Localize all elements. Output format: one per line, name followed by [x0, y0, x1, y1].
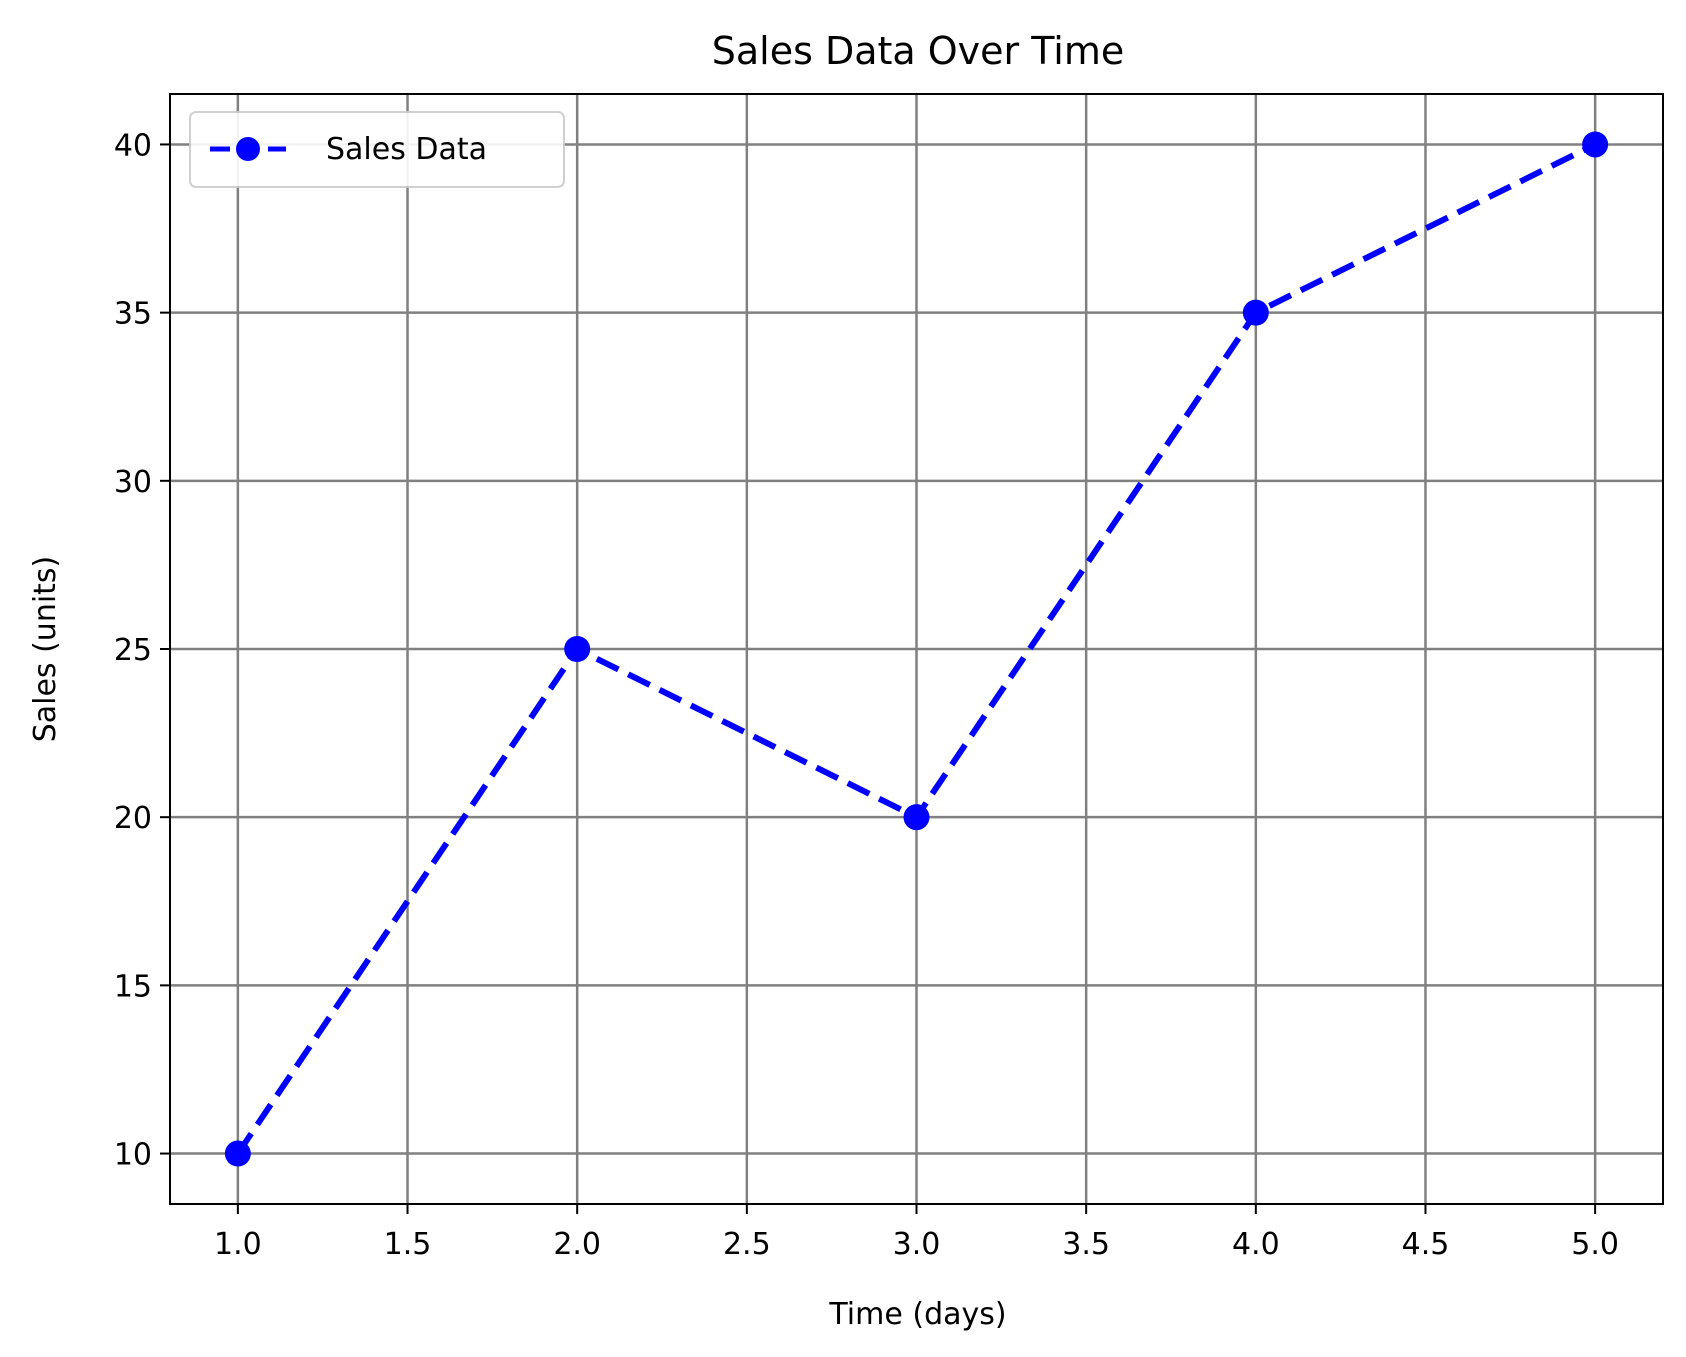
y-tick-label: 20: [114, 801, 152, 836]
legend: Sales Data: [189, 111, 565, 188]
y-tick-label: 30: [114, 465, 152, 500]
x-axis-label: Time (days): [828, 1297, 1006, 1332]
data-point: [1582, 131, 1609, 158]
x-tick-label: 4.0: [1232, 1227, 1280, 1262]
x-tick-label: 1.5: [384, 1227, 432, 1262]
y-tick-label: 25: [114, 633, 152, 668]
y-tick-label: 15: [114, 969, 152, 1004]
legend-marker-swatch: [236, 137, 260, 161]
legend-label: Sales Data: [326, 132, 487, 167]
y-axis-label: Sales (units): [28, 556, 63, 743]
x-tick-label: 1.0: [214, 1227, 262, 1262]
data-point: [1242, 299, 1269, 326]
tick-layer: 1.0 1.5 2.0 2.5 3.0 3.5 4.0 4.5 5.0 10 15 20 25 30 35 4…: [114, 128, 1619, 1262]
data-point: [564, 636, 591, 662]
x-tick-label: 2.0: [553, 1227, 601, 1262]
y-tick-label: 35: [114, 297, 152, 332]
grid-layer: [170, 94, 1663, 1204]
series-layer: [224, 131, 1609, 1167]
x-tick-label: 5.0: [1571, 1227, 1619, 1262]
y-tick-label: 10: [114, 1138, 152, 1173]
legend-box: [189, 111, 565, 188]
data-point: [224, 1140, 251, 1167]
chart-title: Sales Data Over Time: [712, 29, 1125, 73]
data-point: [903, 804, 930, 831]
x-tick-label: 4.5: [1402, 1227, 1450, 1262]
x-tick-label: 3.0: [893, 1227, 941, 1262]
y-tick-label: 40: [114, 128, 152, 163]
x-tick-label: 2.5: [723, 1227, 771, 1262]
x-tick-label: 3.5: [1062, 1227, 1110, 1262]
